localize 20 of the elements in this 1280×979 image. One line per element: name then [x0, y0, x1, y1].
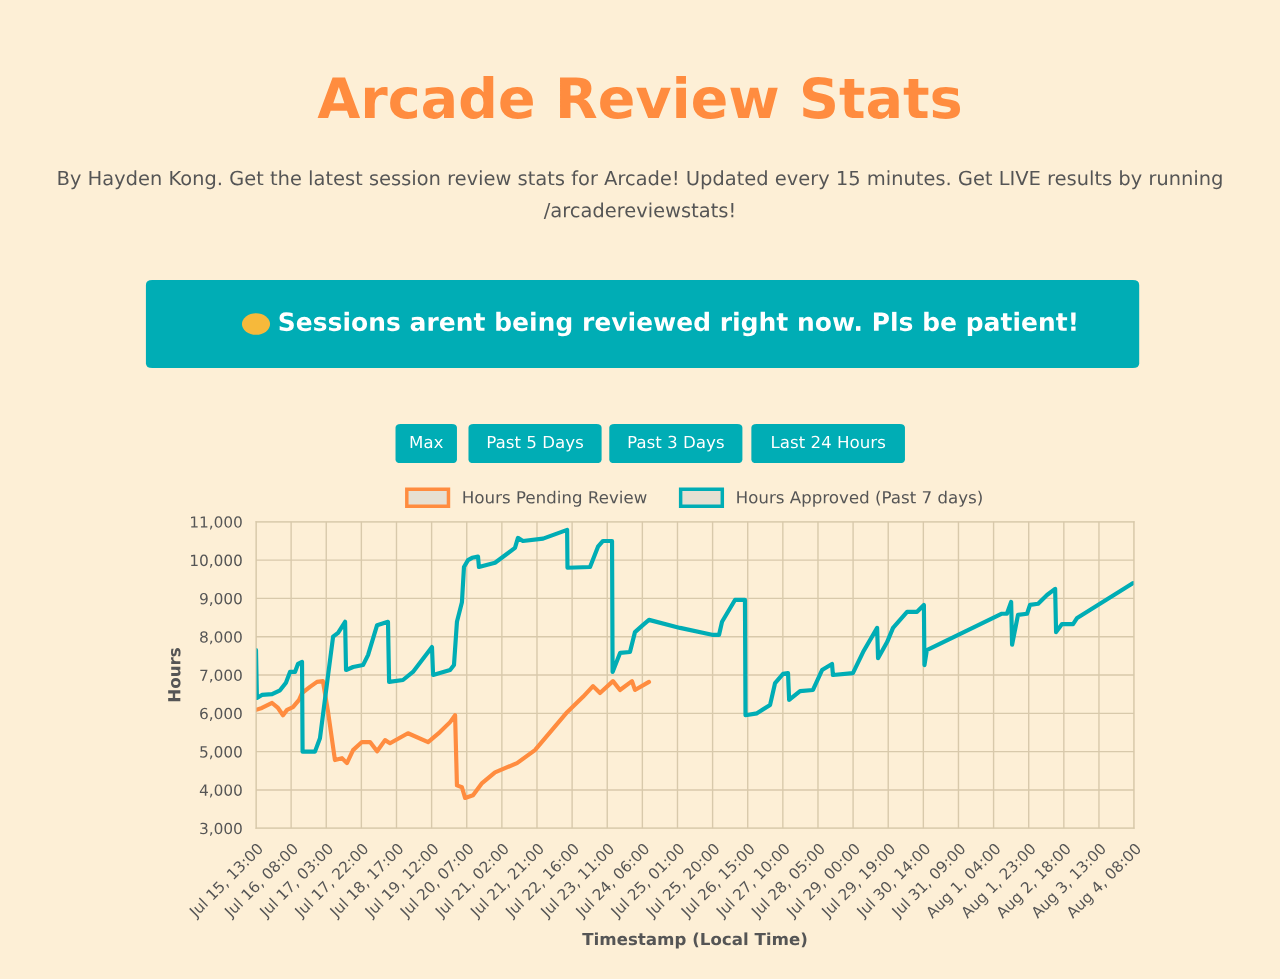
- y-tick-label: 4,000: [199, 784, 242, 798]
- text: Sessions arent being reviewed right now. Pls be patient!: [279, 311, 1076, 337]
- legend-label: Hours Approved (Past 7 days): [737, 490, 982, 507]
- y-tick-label: 9,000: [200, 592, 242, 606]
- y-tick-label: 6,000: [200, 707, 242, 721]
- text: Past 3 Days: [628, 435, 724, 452]
- x-axis-title: Timestamp (Local Time): [582, 932, 807, 949]
- y-tick-label: 7,000: [200, 669, 242, 683]
- y-tick-label: 11,000: [191, 516, 242, 530]
- y-tick-label: 3,000: [200, 822, 242, 836]
- chart-title: Arcade Review Stats: [317, 75, 961, 119]
- text: Past 5 Days: [487, 435, 583, 452]
- text: Last 24 Hours: [772, 435, 886, 449]
- y-axis-title: Hours: [168, 648, 181, 702]
- chart-subtitle: By Hayden Kong. Get the latest session review stats for Arcade! Updated every 15 minutes. Get LIVE results by running /arcadereviewstats!: [58, 170, 1222, 220]
- legend-label: Hours Pending Review: [463, 490, 647, 507]
- text: Max: [410, 435, 443, 449]
- y-tick-label: 5,000: [200, 746, 242, 760]
- y-tick-label: 10,000: [191, 554, 242, 568]
- y-tick-label: 8,000: [200, 631, 242, 645]
